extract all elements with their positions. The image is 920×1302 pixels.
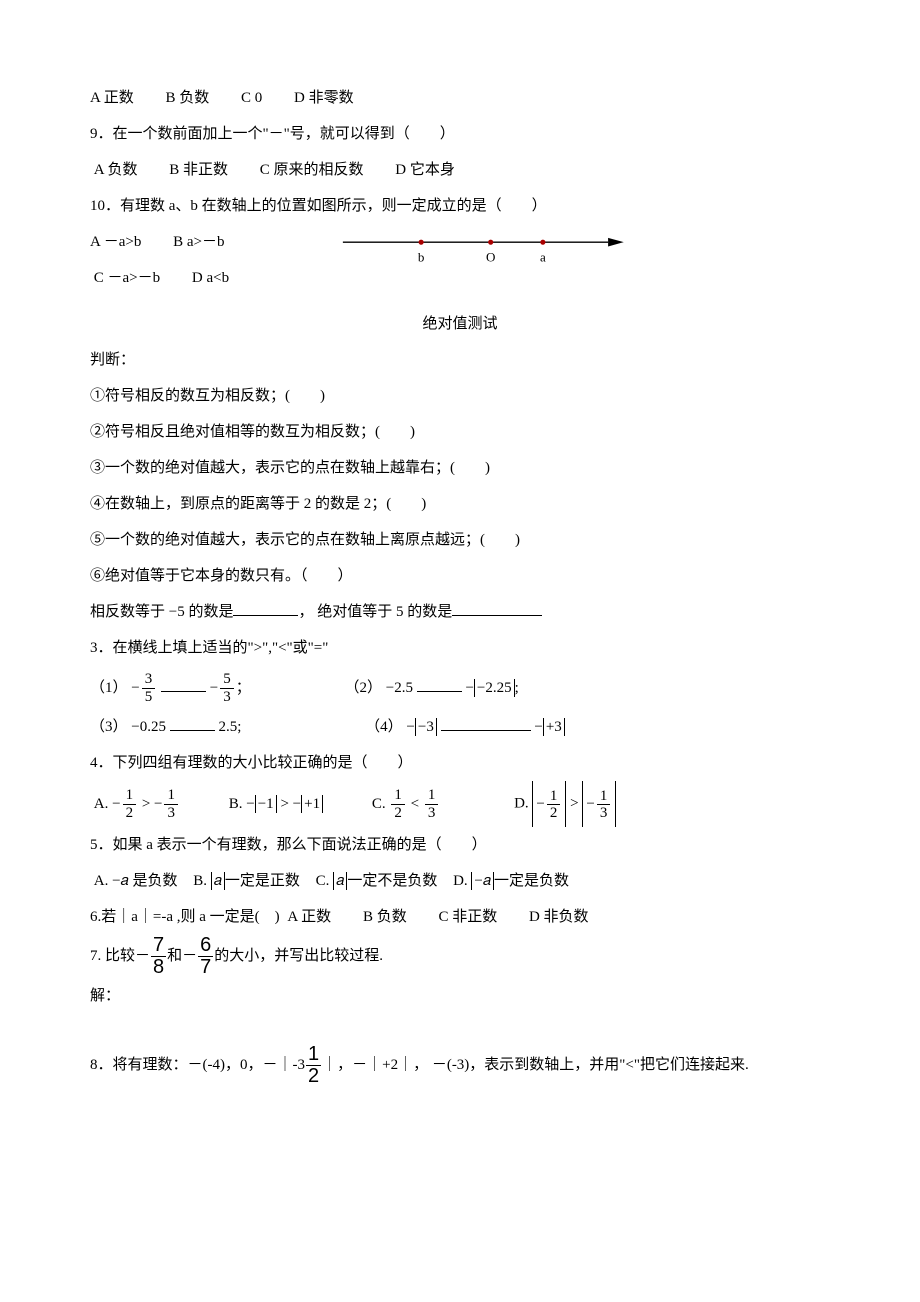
q6: 6.若｜a｜=-a ,则 a 一定是( ) A 正数 B 负数 C 非正数 D … bbox=[90, 899, 830, 935]
q9-options: A 负数 B 非正数 C 原来的相反数 D 它本身 bbox=[90, 152, 830, 188]
judge-header: 判断： bbox=[90, 342, 830, 378]
q7-solution-label: 解： bbox=[90, 978, 830, 1014]
q5-options: A. −𝑎 是负数 B. 𝑎一定是正数 C. 𝑎一定不是负数 D. −𝑎一定是负… bbox=[90, 863, 830, 899]
opt-b: B 负数 bbox=[166, 80, 210, 116]
q10-opts-cd: C －a>－b D a<b bbox=[90, 260, 257, 296]
opt-d: D 它本身 bbox=[395, 152, 455, 188]
opt-c: C －a>－b bbox=[94, 260, 160, 296]
opt-c: C 原来的相反数 bbox=[260, 152, 364, 188]
blank[interactable] bbox=[417, 676, 462, 692]
text: 相反数等于 −5 的数是 bbox=[90, 604, 233, 620]
abs: −3 bbox=[415, 718, 437, 736]
abs: −12 bbox=[532, 781, 566, 827]
section-title: 绝对值测试 bbox=[90, 306, 830, 342]
abs: −𝑎 bbox=[471, 872, 494, 890]
opt-c: C 0 bbox=[241, 80, 262, 116]
q10-row: A －a>b B a>－b C －a>－b D a<b b O a bbox=[90, 224, 830, 296]
opt-c: C 非正数 bbox=[438, 899, 497, 935]
abs: 𝑎 bbox=[333, 872, 347, 890]
judge-3: ③一个数的绝对值越大，表示它的点在数轴上越靠右；( ) bbox=[90, 450, 830, 486]
q4-options: A. −12 > −13 B. −−1 > −+1 C. 12 < 13 D. … bbox=[90, 781, 830, 827]
q10-stem: 10．有理数 a、b 在数轴上的位置如图所示，则一定成立的是（ ） bbox=[90, 188, 830, 224]
opt-b: B a>－b bbox=[173, 224, 224, 260]
opt-b: B. 𝑎一定是正数 bbox=[193, 863, 300, 899]
blank[interactable] bbox=[452, 600, 542, 616]
judge-2: ②符号相反且绝对值相等的数互为相反数；( ) bbox=[90, 414, 830, 450]
opposite-line: 相反数等于 −5 的数是 ， 绝对值等于 5 的数是 bbox=[90, 594, 830, 630]
q10-opts-ab: A －a>b B a>－b bbox=[90, 224, 257, 260]
opt-a: A. −12 > −13 bbox=[94, 783, 180, 825]
judge-4: ④在数轴上，到原点的距离等于 2 的数是 2；( ) bbox=[90, 486, 830, 522]
blank[interactable] bbox=[161, 676, 206, 692]
q5-stem: 5．如果 a 表示一个有理数，那么下面说法正确的是（ ） bbox=[90, 827, 830, 863]
opt-d: D. −𝑎一定是负数 bbox=[453, 863, 569, 899]
judge-6: ⑥绝对值等于它本身的数只有。（ ） bbox=[90, 558, 830, 594]
q7-stem: 7. 比较－78和－67的大小，并写出比较过程. bbox=[90, 935, 830, 978]
opt-a: A 负数 bbox=[94, 152, 138, 188]
blank[interactable] bbox=[441, 715, 531, 731]
q3-row1: （1） −35 −53； （2） −2.5 −−2.25; bbox=[90, 666, 830, 709]
q3-3: （3） −0.25 2.5; bbox=[90, 709, 241, 745]
opt-d: D 非零数 bbox=[294, 80, 354, 116]
q8prev-options: A 正数 B 负数 C 0 D 非零数 bbox=[90, 80, 830, 116]
q9-stem: 9．在一个数前面加上一个"－"号，就可以得到（ ） bbox=[90, 116, 830, 152]
q4-stem: 4．下列四组有理数的大小比较正确的是（ ） bbox=[90, 745, 830, 781]
number-line-diagram: b O a bbox=[317, 230, 647, 270]
opt-a: A 正数 bbox=[287, 899, 331, 935]
abs: +1 bbox=[301, 795, 323, 813]
svg-text:b: b bbox=[418, 249, 425, 264]
abs: +3 bbox=[543, 718, 565, 736]
abs: −13 bbox=[582, 781, 616, 827]
text: ， 绝对值等于 5 的数是 bbox=[298, 604, 452, 620]
opt-a: A 正数 bbox=[90, 80, 134, 116]
svg-text:O: O bbox=[486, 249, 495, 264]
svg-text:a: a bbox=[540, 249, 546, 264]
abs: 𝑎 bbox=[211, 872, 225, 890]
opt-b: B. −−1 > −+1 bbox=[229, 783, 323, 825]
opt-d: D. −12 > −13 bbox=[514, 781, 616, 827]
opt-d: D a<b bbox=[192, 260, 229, 296]
q3-4: （4） −−3 −+3 bbox=[365, 709, 565, 745]
opt-a: A －a>b bbox=[90, 224, 141, 260]
q3-stem: 3．在横线上填上适当的">","<"或"=" bbox=[90, 630, 830, 666]
opt-a: A. −𝑎 是负数 bbox=[94, 863, 178, 899]
blank[interactable] bbox=[170, 715, 215, 731]
q3-row2: （3） −0.25 2.5; （4） −−3 −+3 bbox=[90, 709, 830, 746]
judge-5: ⑤一个数的绝对值越大，表示它的点在数轴上离原点越远；( ) bbox=[90, 522, 830, 558]
opt-b: B 非正数 bbox=[169, 152, 228, 188]
opt-c: C. 12 < 13 bbox=[372, 783, 440, 825]
judge-1: ①符号相反的数互为相反数；( ) bbox=[90, 378, 830, 414]
q3-1: （1） −35 −53； bbox=[90, 667, 251, 709]
q3-2: （2） −2.5 −−2.25; bbox=[344, 667, 518, 709]
blank[interactable] bbox=[233, 600, 298, 616]
opt-d: D 非负数 bbox=[529, 899, 589, 935]
q8-stem: 8．将有理数：－(-4)，0，－｜-312｜，－｜+2｜， －(-3)，表示到数… bbox=[90, 1044, 830, 1087]
abs: −2.25 bbox=[474, 679, 515, 697]
abs: −1 bbox=[255, 795, 277, 813]
opt-b: B 负数 bbox=[363, 899, 407, 935]
opt-c: C. 𝑎一定不是负数 bbox=[316, 863, 438, 899]
